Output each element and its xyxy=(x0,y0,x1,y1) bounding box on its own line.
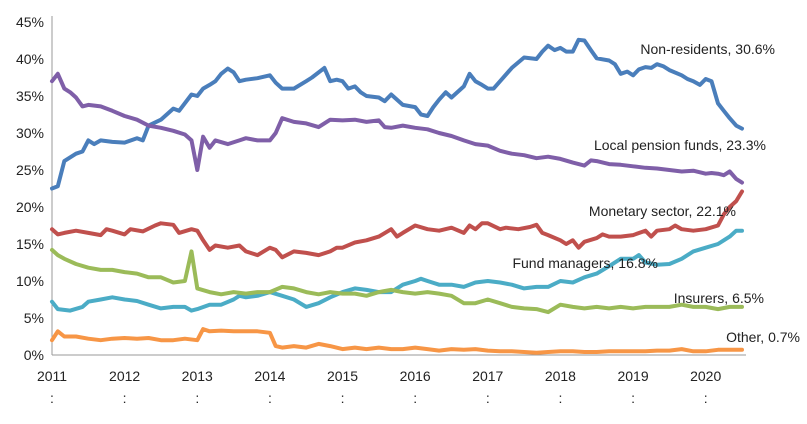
series-label-insurers: Insurers, 6.5% xyxy=(674,290,764,306)
series-label-monetary-sector: Monetary sector, 22.1% xyxy=(589,203,736,219)
series-line-insurers xyxy=(50,247,744,315)
x-tick-mark: : xyxy=(558,390,562,406)
series-line-monetary-sector xyxy=(50,189,744,260)
y-tick-label: 15% xyxy=(16,236,44,252)
x-tick-label: 2013 xyxy=(182,368,213,384)
x-tick-mark: : xyxy=(195,390,199,406)
x-tick-mark: : xyxy=(341,390,345,406)
x-tick-label: 2018 xyxy=(545,368,576,384)
x-tick-mark: : xyxy=(268,390,272,406)
x-tick-label: 2012 xyxy=(109,368,140,384)
y-tick-label: 5% xyxy=(24,310,44,326)
series-line-fund-managers xyxy=(50,228,744,313)
x-tick-label: 2019 xyxy=(617,368,648,384)
y-tick-label: 10% xyxy=(16,273,44,289)
series-label-local-pension-funds: Local pension funds, 23.3% xyxy=(594,137,766,153)
series-label-non-residents: Non-residents, 30.6% xyxy=(640,41,775,57)
x-tick-label: 2017 xyxy=(472,368,503,384)
x-tick-mark: : xyxy=(486,390,490,406)
x-tick-label: 2020 xyxy=(690,368,721,384)
series-lines xyxy=(50,37,744,355)
x-tick-mark: : xyxy=(413,390,417,406)
y-tick-label: 30% xyxy=(16,125,44,141)
x-tick-mark: : xyxy=(704,390,708,406)
y-tick-label: 40% xyxy=(16,51,44,67)
x-tick-label: 2016 xyxy=(400,368,431,384)
y-tick-label: 20% xyxy=(16,199,44,215)
series-line-non-residents xyxy=(50,37,744,191)
y-tick-label: 0% xyxy=(24,347,44,363)
y-tick-label: 45% xyxy=(16,14,44,30)
x-axis: 2011: 2012: 2013: 2014: 2015: 2016: 2017: 2018:… xyxy=(37,354,746,406)
series-line-local-pension-funds xyxy=(50,71,744,185)
series-label-other: Other, 0.7% xyxy=(726,329,800,345)
x-tick-label: 2014 xyxy=(254,368,285,384)
series-line-other xyxy=(50,327,744,355)
y-axis: 0% 5% 10% 15% 20% 25% 30% 35% 40% 45% xyxy=(16,14,53,363)
x-tick-label: 2015 xyxy=(327,368,358,384)
x-tick-mark: : xyxy=(50,390,54,406)
x-tick-mark: : xyxy=(631,390,635,406)
series-label-fund-managers: Fund managers, 16.8% xyxy=(512,255,658,271)
x-tick-mark: : xyxy=(123,390,127,406)
y-tick-label: 35% xyxy=(16,88,44,104)
y-tick-label: 25% xyxy=(16,162,44,178)
series-labels: Non-residents, 30.6% Local pension funds,… xyxy=(512,41,800,345)
x-tick-label: 2011 xyxy=(37,368,67,384)
